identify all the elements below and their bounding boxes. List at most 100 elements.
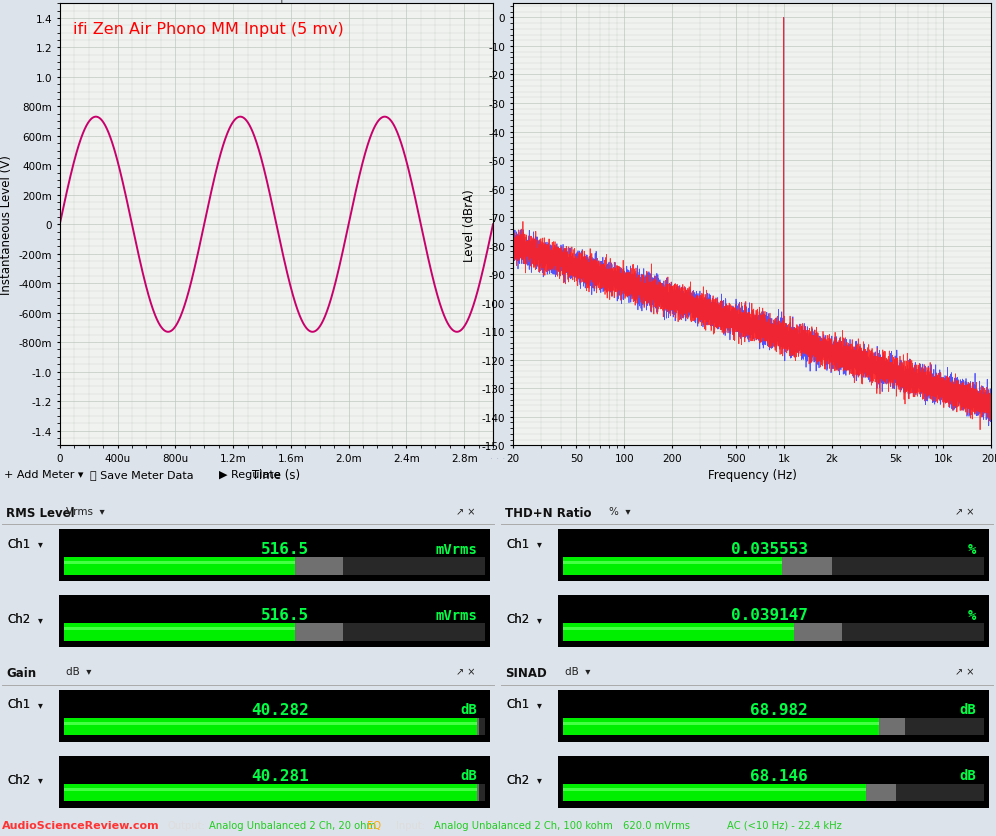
Bar	[563, 628, 795, 630]
Bar	[64, 784, 477, 801]
Text: Ch1: Ch1	[506, 697, 529, 711]
Text: ▾: ▾	[537, 538, 542, 548]
Bar	[59, 690, 490, 742]
Bar	[64, 718, 485, 736]
Text: 516.5: 516.5	[261, 608, 309, 623]
Text: ifi Zen Air Phono MM Input (5 mv): ifi Zen Air Phono MM Input (5 mv)	[73, 22, 344, 37]
Text: 40.281: 40.281	[251, 768, 309, 783]
Bar	[563, 558, 984, 575]
Y-axis label: Level (dBrA): Level (dBrA)	[463, 189, 476, 262]
Text: 40.282: 40.282	[251, 702, 309, 717]
Text: dB: dB	[959, 768, 976, 782]
Bar	[563, 788, 867, 791]
Text: Ch2: Ch2	[7, 613, 30, 625]
Bar	[59, 595, 490, 647]
Text: Ch1: Ch1	[506, 538, 529, 550]
Text: 620.0 mVrms: 620.0 mVrms	[623, 820, 690, 830]
Text: Input:: Input:	[396, 820, 425, 830]
Text: Ch1: Ch1	[7, 538, 30, 550]
Text: ▾: ▾	[38, 614, 43, 624]
Text: ↗ ×: ↗ ×	[455, 666, 475, 676]
Bar	[64, 718, 477, 736]
Bar	[563, 718, 878, 736]
Y-axis label: Instantaneous Level (V): Instantaneous Level (V)	[0, 155, 13, 295]
Text: Ch2: Ch2	[506, 772, 529, 786]
Text: dB: dB	[959, 702, 976, 716]
Bar	[782, 558, 833, 575]
Text: Ch2: Ch2	[506, 613, 529, 625]
Text: Ch1: Ch1	[7, 538, 30, 550]
Text: mVrms: mVrms	[435, 543, 477, 556]
Text: Ch2: Ch2	[506, 772, 529, 786]
Text: SINAD: SINAD	[505, 666, 547, 680]
Text: Output:: Output:	[167, 820, 205, 830]
Text: Ch2: Ch2	[7, 772, 30, 786]
Title: Scope: Scope	[256, 0, 297, 3]
Text: dB  ▾: dB ▾	[66, 666, 92, 676]
Bar	[59, 756, 490, 808]
Text: Ch1: Ch1	[506, 538, 529, 550]
Bar	[64, 624, 296, 641]
Text: ▶ Regulate: ▶ Regulate	[219, 470, 281, 480]
Bar	[558, 529, 989, 581]
Text: 0.035553: 0.035553	[731, 542, 808, 557]
Bar	[878, 718, 905, 736]
Bar	[558, 756, 989, 808]
Text: 0.039147: 0.039147	[731, 608, 808, 623]
Bar	[64, 558, 296, 575]
Bar	[59, 529, 490, 581]
Text: 💾 Save Meter Data: 💾 Save Meter Data	[90, 470, 193, 480]
Bar	[795, 624, 842, 641]
Bar	[558, 690, 989, 742]
Bar	[477, 784, 479, 801]
X-axis label: Frequency (Hz): Frequency (Hz)	[707, 469, 797, 482]
Text: ↗ ×: ↗ ×	[455, 506, 475, 516]
Bar	[64, 784, 485, 801]
Bar	[563, 784, 867, 801]
Bar	[64, 788, 477, 791]
Bar	[296, 558, 343, 575]
Bar	[563, 624, 795, 641]
Bar	[558, 595, 989, 647]
Text: Analog Unbalanced 2 Ch, 20 ohm: Analog Unbalanced 2 Ch, 20 ohm	[209, 820, 376, 830]
Bar	[64, 721, 477, 725]
Text: ↗ ×: ↗ ×	[954, 506, 974, 516]
Text: Ch2: Ch2	[7, 772, 30, 786]
Text: dB: dB	[460, 702, 477, 716]
Text: THD+N Ratio: THD+N Ratio	[505, 506, 592, 519]
Bar	[64, 558, 485, 575]
Text: dB: dB	[460, 768, 477, 782]
Bar	[563, 624, 984, 641]
Text: Vrms  ▾: Vrms ▾	[66, 506, 105, 516]
Text: Ch2: Ch2	[7, 613, 30, 625]
Bar	[64, 624, 485, 641]
Bar	[867, 784, 895, 801]
Text: %: %	[968, 543, 976, 556]
Text: Gain: Gain	[6, 666, 36, 680]
Bar	[563, 721, 878, 725]
Bar	[64, 628, 296, 630]
Text: AudioScienceReview.com: AudioScienceReview.com	[2, 820, 159, 830]
Text: Ch2: Ch2	[506, 613, 529, 625]
Text: Analog Unbalanced 2 Ch, 100 kohm: Analog Unbalanced 2 Ch, 100 kohm	[434, 820, 613, 830]
Text: EQ: EQ	[367, 820, 380, 830]
Text: 68.982: 68.982	[750, 702, 808, 717]
Text: 68.146: 68.146	[750, 768, 808, 783]
Bar	[563, 718, 984, 736]
Bar	[563, 558, 782, 575]
Text: %: %	[968, 608, 976, 622]
Text: Ch1: Ch1	[7, 697, 30, 711]
Text: Ch1: Ch1	[7, 697, 30, 711]
Text: %  ▾: % ▾	[610, 506, 631, 516]
Bar	[563, 784, 984, 801]
Text: ▾: ▾	[38, 699, 43, 709]
Text: ▾: ▾	[38, 538, 43, 548]
Text: ▾: ▾	[537, 774, 542, 784]
Text: dB  ▾: dB ▾	[565, 666, 591, 676]
Text: Ch1: Ch1	[506, 697, 529, 711]
Bar	[563, 562, 782, 564]
Text: RMS Level: RMS Level	[6, 506, 75, 519]
Title: FFT: FFT	[741, 0, 763, 3]
Text: ▾: ▾	[537, 699, 542, 709]
Text: 516.5: 516.5	[261, 542, 309, 557]
